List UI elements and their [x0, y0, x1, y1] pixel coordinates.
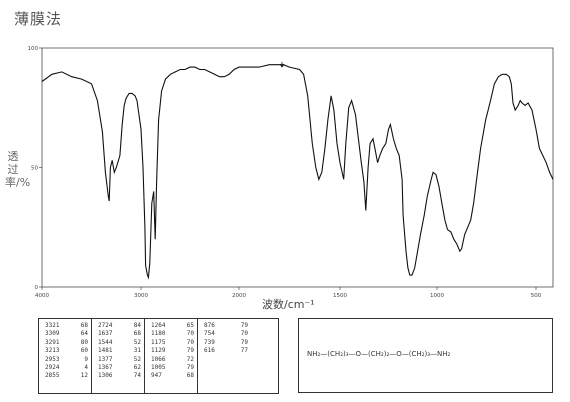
- x-tick-label: 500: [531, 293, 542, 299]
- peak-table-column: 876 79 754 70 739 79 616 77: [198, 319, 251, 393]
- peak-transmittance: 68: [134, 330, 141, 338]
- peak-transmittance: 77: [241, 347, 248, 355]
- peak-table-row: 2855 12: [45, 372, 88, 380]
- peak-table-row: 1264 65: [151, 322, 194, 330]
- peak-table-row: 739 79: [204, 339, 248, 347]
- peak-wavenumber: 3291: [45, 339, 59, 347]
- peak-transmittance: 68: [81, 322, 88, 330]
- peak-wavenumber: 1481: [98, 347, 112, 355]
- peak-wavenumber: 739: [204, 339, 215, 347]
- y-tick-label: 100: [28, 46, 39, 52]
- peak-wavenumber: 3213: [45, 347, 59, 355]
- peak-table-row: 2724 84: [98, 322, 141, 330]
- peak-transmittance: 9: [84, 356, 88, 364]
- peak-transmittance: 60: [81, 347, 88, 355]
- x-tick-label: 2000: [232, 293, 246, 299]
- peak-table-row: 1377 52: [98, 356, 141, 364]
- peak-wavenumber: 2855: [45, 372, 59, 380]
- peak-table-row: 3291 80: [45, 339, 88, 347]
- peak-transmittance: 74: [134, 372, 141, 380]
- peak-table-row: 1637 68: [98, 330, 141, 338]
- peak-table-row: 1066 72: [151, 356, 194, 364]
- peak-table-row: 876 79: [204, 322, 248, 330]
- peak-wavenumber: 1129: [151, 347, 165, 355]
- peak-wavenumber: 3321: [45, 322, 59, 330]
- y-axis-label: 透过率/%: [5, 150, 21, 189]
- peak-wavenumber: 2953: [45, 356, 59, 364]
- peak-transmittance: 31: [134, 347, 141, 355]
- marker-arrow-icon: [280, 62, 284, 67]
- peak-transmittance: 12: [81, 372, 88, 380]
- peak-wavenumber: 1367: [98, 364, 112, 372]
- peak-wavenumber: 2724: [98, 322, 112, 330]
- peak-table-row: 754 70: [204, 330, 248, 338]
- peak-table-row: 2953 9: [45, 356, 88, 364]
- x-axis-label: 波数/cm⁻¹: [262, 296, 315, 312]
- x-tick-label: 4000: [35, 293, 49, 299]
- peak-table-row: 1180 70: [151, 330, 194, 338]
- peak-transmittance: 70: [187, 339, 194, 347]
- peak-transmittance: 64: [81, 330, 88, 338]
- peak-table-column: 2724 84 1637 68 1544 52 1481 31 1377 52 1367 62 1306…: [92, 319, 145, 393]
- peak-wavenumber: 1264: [151, 322, 165, 330]
- peak-wavenumber: 754: [204, 330, 215, 338]
- peak-table-row: 3309 64: [45, 330, 88, 338]
- spectrum-line: [42, 65, 553, 278]
- peak-table-row: 1306 74: [98, 372, 141, 380]
- peak-table-row: 1175 70: [151, 339, 194, 347]
- peak-wavenumber: 1637: [98, 330, 112, 338]
- peak-table-row: 1005 79: [151, 364, 194, 372]
- x-tick-label: 1500: [333, 293, 347, 299]
- peak-transmittance: 79: [241, 322, 248, 330]
- peak-wavenumber: 1005: [151, 364, 165, 372]
- peak-wavenumber: 2924: [45, 364, 59, 372]
- peak-table-row: 3213 60: [45, 347, 88, 355]
- peak-table-row: 2924 4: [45, 364, 88, 372]
- peak-table-row: 1129 79: [151, 347, 194, 355]
- peak-table-row: 3321 68: [45, 322, 88, 330]
- peak-transmittance: 52: [134, 339, 141, 347]
- peak-table-row: 1481 31: [98, 347, 141, 355]
- structure-formula: NH₂—(CH₂)₃—O—(CH₂)₂—O—(CH₂)₃—NH₂: [307, 350, 450, 358]
- peak-table: 3321 68 3309 64 3291 80 3213 60 2953 9 2924 4 2855 12…: [38, 318, 279, 394]
- peak-wavenumber: 616: [204, 347, 215, 355]
- peak-table-row: 1544 52: [98, 339, 141, 347]
- peak-transmittance: 68: [187, 372, 194, 380]
- peak-transmittance: 80: [81, 339, 88, 347]
- peak-wavenumber: 3309: [45, 330, 59, 338]
- peak-transmittance: 84: [134, 322, 141, 330]
- peak-transmittance: 70: [187, 330, 194, 338]
- peak-wavenumber: 1066: [151, 356, 165, 364]
- peak-wavenumber: 1175: [151, 339, 165, 347]
- peak-transmittance: 79: [187, 364, 194, 372]
- peak-table-column: 1264 65 1180 70 1175 70 1129 79 1066 72 1005 79 947 6…: [145, 319, 198, 393]
- peak-transmittance: 62: [134, 364, 141, 372]
- peak-table-row: 1367 62: [98, 364, 141, 372]
- peak-transmittance: 4: [84, 364, 88, 372]
- y-tick-label: 50: [31, 166, 38, 172]
- peak-transmittance: 65: [187, 322, 194, 330]
- peak-wavenumber: 1306: [98, 372, 112, 380]
- peak-wavenumber: 1544: [98, 339, 112, 347]
- peak-table-row: 616 77: [204, 347, 248, 355]
- peak-wavenumber: 876: [204, 322, 215, 330]
- peak-wavenumber: 1377: [98, 356, 112, 364]
- peak-wavenumber: 1180: [151, 330, 165, 338]
- peak-transmittance: 70: [241, 330, 248, 338]
- peak-table-column: 3321 68 3309 64 3291 80 3213 60 2953 9 2924 4 2855 12: [39, 319, 92, 393]
- x-tick-label: 1000: [430, 293, 444, 299]
- structure-box: NH₂—(CH₂)₃—O—(CH₂)₂—O—(CH₂)₃—NH₂: [298, 318, 553, 393]
- peak-transmittance: 52: [134, 356, 141, 364]
- peak-transmittance: 79: [241, 339, 248, 347]
- peak-transmittance: 79: [187, 347, 194, 355]
- peak-wavenumber: 947: [151, 372, 162, 380]
- peak-table-row: 947 68: [151, 372, 194, 380]
- plot-frame: [42, 48, 553, 287]
- peak-transmittance: 72: [187, 356, 194, 364]
- y-tick-label: 0: [35, 285, 39, 291]
- x-tick-label: 3000: [134, 293, 148, 299]
